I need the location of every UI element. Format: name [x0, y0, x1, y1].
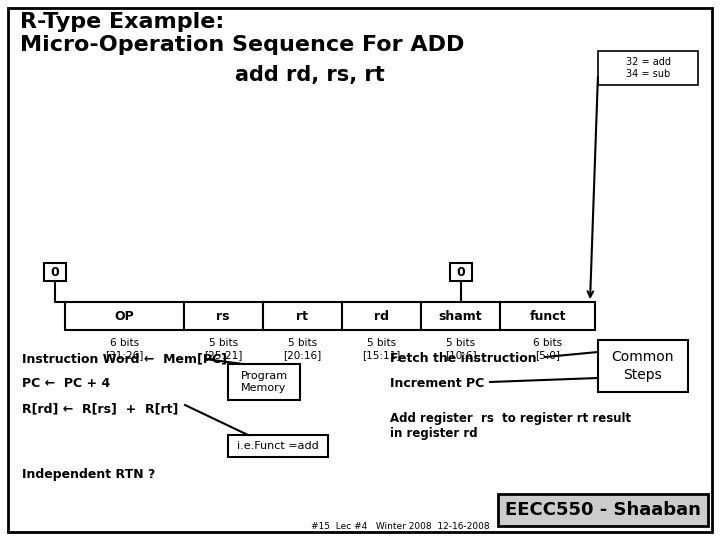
- Text: Instruction Word ←  Mem[PC]: Instruction Word ← Mem[PC]: [22, 352, 227, 365]
- Bar: [598, 51, 698, 85]
- Bar: [449, 263, 472, 281]
- Text: EECC550 - Shaaban: EECC550 - Shaaban: [505, 501, 701, 519]
- Text: 0: 0: [456, 266, 465, 279]
- Text: Independent RTN ?: Independent RTN ?: [22, 468, 156, 481]
- Text: OP: OP: [114, 309, 134, 322]
- Bar: [184, 302, 263, 330]
- Text: PC ←  PC + 4: PC ← PC + 4: [22, 377, 110, 390]
- Text: Common
Steps: Common Steps: [612, 350, 674, 382]
- Text: 6 bits
[31:26]: 6 bits [31:26]: [105, 338, 143, 360]
- Text: R[rd] ←  R[rs]  +  R[rt]: R[rd] ← R[rs] + R[rt]: [22, 402, 179, 415]
- Text: Add register  rs  to register rt result: Add register rs to register rt result: [390, 412, 631, 425]
- Text: Fetch the instruction: Fetch the instruction: [390, 352, 536, 365]
- Text: rd: rd: [374, 309, 389, 322]
- Bar: [421, 302, 500, 330]
- Bar: [598, 340, 688, 392]
- Bar: [44, 263, 66, 281]
- Text: R-Type Example:: R-Type Example:: [20, 12, 224, 32]
- Text: 5 bits
[15:11]: 5 bits [15:11]: [362, 338, 400, 360]
- Text: add rd, rs, rt: add rd, rs, rt: [235, 65, 385, 85]
- Text: i.e.Funct =add: i.e.Funct =add: [237, 441, 319, 451]
- Text: 5 bits
[20:16]: 5 bits [20:16]: [283, 338, 321, 360]
- Text: 0: 0: [50, 266, 59, 279]
- Bar: [342, 302, 421, 330]
- Text: rs: rs: [217, 309, 230, 322]
- Text: 32 = add
34 = sub: 32 = add 34 = sub: [626, 57, 670, 79]
- Text: shamt: shamt: [438, 309, 482, 322]
- Text: rt: rt: [297, 309, 308, 322]
- Bar: [500, 302, 595, 330]
- Bar: [498, 494, 708, 526]
- Text: Micro-Operation Sequence For ADD: Micro-Operation Sequence For ADD: [20, 35, 464, 55]
- Bar: [263, 302, 342, 330]
- Text: Increment PC: Increment PC: [390, 377, 485, 390]
- Text: Program
Memory: Program Memory: [240, 371, 287, 393]
- Text: #15  Lec #4   Winter 2008  12-16-2008: #15 Lec #4 Winter 2008 12-16-2008: [311, 522, 490, 531]
- Text: 5 bits
[25:21]: 5 bits [25:21]: [204, 338, 243, 360]
- Bar: [65, 302, 184, 330]
- Text: in register rd: in register rd: [390, 427, 477, 440]
- Bar: [228, 364, 300, 400]
- Text: 5 bits
[10:6]: 5 bits [10:6]: [445, 338, 477, 360]
- Text: funct: funct: [529, 309, 566, 322]
- Bar: [228, 435, 328, 457]
- Text: 6 bits
[5:0]: 6 bits [5:0]: [533, 338, 562, 360]
